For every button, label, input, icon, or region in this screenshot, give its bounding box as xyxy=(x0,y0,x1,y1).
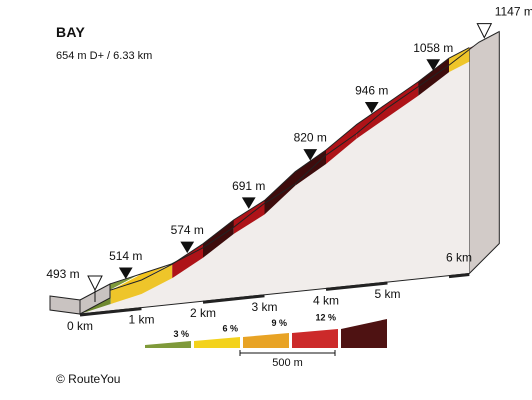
segment-front-2 xyxy=(141,264,173,294)
base-km-segment-1 xyxy=(141,300,204,311)
segment-front-1 xyxy=(110,279,142,304)
base-km-segment-3 xyxy=(264,287,327,298)
profile-base xyxy=(79,273,470,317)
x-tick-label-5: 5 km xyxy=(374,287,400,301)
legend-swatch-4 xyxy=(341,319,387,348)
segment-front-3 xyxy=(172,243,203,279)
elevation-marker-7 xyxy=(476,23,493,39)
copyright-notice: © RouteYou xyxy=(56,372,121,386)
segment-front-4 xyxy=(203,219,234,258)
x-tick-label-2: 2 km xyxy=(190,306,216,320)
legend-swatch-1 xyxy=(194,337,240,348)
elevation-label-5: 946 m xyxy=(355,83,388,97)
profile-rear-edge xyxy=(109,31,500,285)
legend-scale-label: 500 m xyxy=(272,357,303,369)
elevation-marker-1 xyxy=(118,267,133,279)
base-km-segment-4 xyxy=(325,281,388,291)
elevation-marker-5 xyxy=(364,101,379,114)
elevation-label-6: 1058 m xyxy=(413,41,453,55)
elevation-label-1: 514 m xyxy=(109,249,142,263)
base-line xyxy=(79,273,470,315)
profile-front-edge xyxy=(79,47,470,301)
front-wall-fill xyxy=(80,61,470,314)
base-km-segment-2 xyxy=(202,294,265,304)
base-km-segment-0 xyxy=(79,307,142,317)
base-km-segment-6 xyxy=(448,273,470,279)
x-tick-label-0: 0 km xyxy=(67,319,93,333)
legend-swatch-3 xyxy=(292,329,338,348)
legend-label-1: 6 % xyxy=(222,324,238,334)
profile-side-wall xyxy=(80,30,500,314)
legend-label-2: 9 % xyxy=(271,318,287,328)
chart-title: BAY xyxy=(56,24,86,40)
base-km-segment-5 xyxy=(387,275,450,285)
elevation-marker-0 xyxy=(87,275,103,292)
segment-front-11 xyxy=(418,58,449,96)
elevation-label-0: 493 m xyxy=(46,267,79,281)
profile-end-face xyxy=(468,30,500,275)
elevation-label-3: 691 m xyxy=(232,179,265,193)
x-tick-label-3: 3 km xyxy=(251,300,277,314)
segment-front-6 xyxy=(264,171,296,215)
x-tick-label-6: 6 km xyxy=(446,251,472,265)
elevation-label-2: 574 m xyxy=(171,223,204,237)
profile-start-plinth xyxy=(49,295,81,315)
elevation-marker-6 xyxy=(426,59,441,71)
chart-subtitle: 654 m D+ / 6.33 km xyxy=(56,50,153,62)
segment-front-10 xyxy=(387,81,419,118)
gradient-legend: 3 % 6 % 9 % 12 % 500 m xyxy=(145,313,387,369)
legend-label-0: 3 % xyxy=(173,329,189,339)
legend-label-3: 12 % xyxy=(315,313,336,323)
x-tick-label-4: 4 km xyxy=(313,293,339,307)
elevation-label-4: 820 m xyxy=(294,131,327,145)
legend-swatch-2 xyxy=(243,333,289,348)
elevation-marker-3 xyxy=(241,197,256,209)
x-tick-label-1: 1 km xyxy=(128,313,154,327)
elevation-label-7: 1147 m xyxy=(495,5,532,19)
elevation-marker-2 xyxy=(180,241,195,254)
profile-top-band xyxy=(49,31,500,315)
elevation-labels: 493 m 514 m 574 m 691 m 820 m 946 m 1058 m 1147… xyxy=(46,5,532,302)
elevation-marker-4 xyxy=(303,149,318,161)
distance-axis: 0 km 1 km 2 km 3 km 4 km 5 km 6 km xyxy=(67,251,472,333)
legend-swatch-0 xyxy=(145,341,191,348)
